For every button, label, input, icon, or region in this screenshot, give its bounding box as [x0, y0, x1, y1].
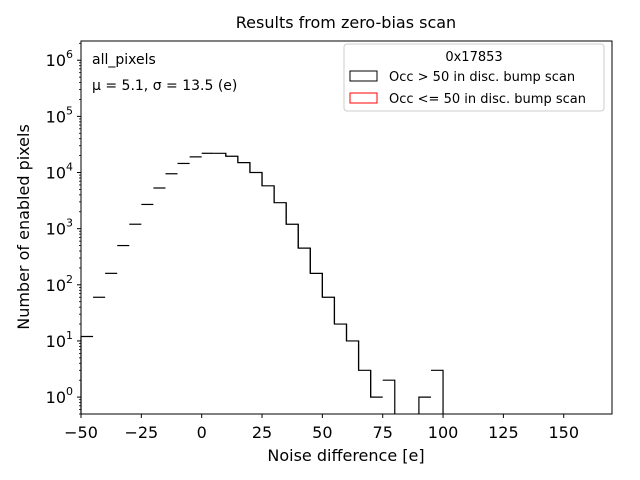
- x-tick-label: 150: [548, 423, 579, 442]
- legend-title: 0x17853: [445, 50, 502, 65]
- histogram-bin: [418, 396, 431, 414]
- axis-ticks: −50 −25 0 25 50 75 100 125 150 100 101 102 103 104 105…: [46, 42, 579, 442]
- legend-swatch-occ-below-50: [349, 92, 378, 104]
- histogram-bin: [382, 379, 396, 414]
- y-tick-label: 102: [46, 273, 73, 295]
- y-axis-label: Number of enabled pixels: [14, 124, 33, 330]
- x-tick-label: 50: [312, 423, 332, 442]
- x-tick-label: 125: [488, 423, 519, 442]
- histogram-layer: [80, 152, 444, 414]
- legend-label-occ-below-50: Occ <= 50 in disc. bump scan: [389, 92, 586, 107]
- chart-title: Results from zero-bias scan: [236, 13, 456, 32]
- plot-area-frame: [80, 40, 613, 415]
- x-tick-label: −50: [64, 423, 98, 442]
- histogram-bin: [430, 369, 444, 414]
- y-tick-label: 104: [46, 161, 73, 183]
- y-tick-label: 105: [46, 104, 73, 126]
- x-axis-label: Noise difference [e]: [267, 446, 424, 465]
- histogram-bin: [370, 370, 383, 398]
- group-annotation: all_pixels: [92, 52, 156, 68]
- legend-swatch-occ-above-50: [349, 70, 378, 82]
- x-tick-label: 25: [252, 423, 272, 442]
- y-tick-label: 106: [46, 48, 73, 70]
- x-tick-label: 100: [428, 423, 459, 442]
- x-tick-label: 75: [373, 423, 393, 442]
- x-tick-label: −25: [124, 423, 158, 442]
- y-tick-label: 101: [46, 329, 73, 351]
- stats-annotation: μ = 5.1, σ = 13.5 (e): [92, 78, 237, 94]
- legend: 0x17853 Occ > 50 in disc. bump scan Occ …: [343, 43, 605, 112]
- x-tick-label: 0: [197, 423, 207, 442]
- y-tick-label: 100: [46, 385, 73, 407]
- y-tick-label: 103: [46, 217, 73, 239]
- legend-label-occ-above-50: Occ > 50 in disc. bump scan: [389, 70, 575, 85]
- legend-box: [343, 43, 605, 112]
